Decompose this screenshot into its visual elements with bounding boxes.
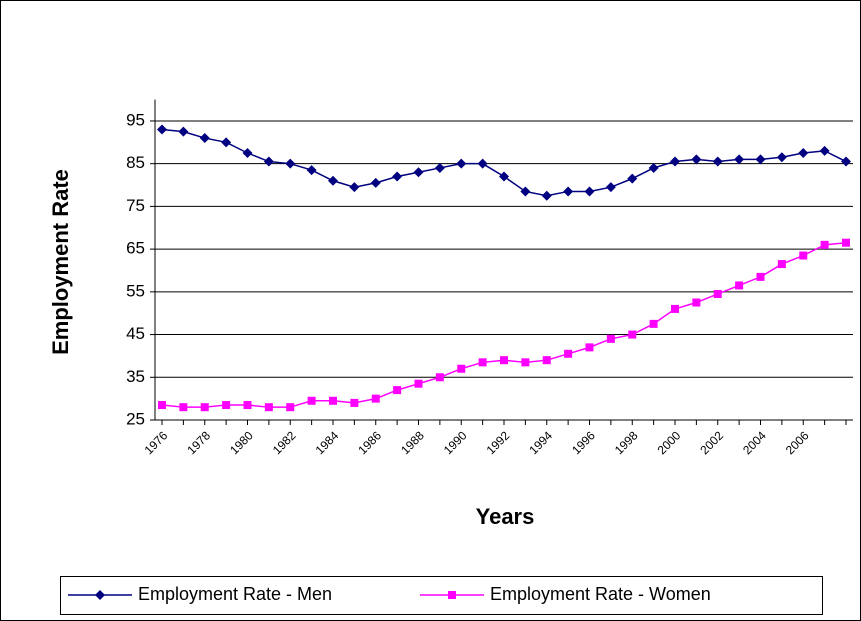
point <box>222 401 231 410</box>
point <box>457 364 466 373</box>
point <box>776 152 787 163</box>
point <box>670 156 680 167</box>
x-axis-label: Years <box>476 504 535 529</box>
point <box>329 396 337 405</box>
point <box>371 394 380 403</box>
point <box>520 186 531 197</box>
point <box>413 167 424 178</box>
point <box>286 403 295 412</box>
point <box>178 126 189 137</box>
point <box>671 304 679 313</box>
legend-label: Employment Rate - Women <box>490 584 711 604</box>
point <box>435 373 444 382</box>
point <box>648 162 659 173</box>
point <box>734 154 745 165</box>
point <box>585 343 594 352</box>
point <box>199 133 210 144</box>
point <box>477 158 488 169</box>
point <box>628 330 637 339</box>
point <box>649 319 658 328</box>
point <box>349 182 360 193</box>
y-tick-label: 75 <box>126 196 145 215</box>
point <box>563 186 574 197</box>
point <box>392 171 403 182</box>
point <box>691 154 702 165</box>
point <box>414 379 423 388</box>
legend-marker <box>448 591 456 599</box>
point <box>307 396 316 405</box>
point <box>499 171 509 182</box>
point <box>842 238 850 247</box>
y-tick-label: 65 <box>126 239 145 258</box>
point <box>819 145 830 156</box>
point <box>179 403 188 412</box>
y-tick-label: 85 <box>126 153 145 172</box>
point <box>158 401 166 410</box>
point <box>221 137 232 148</box>
point <box>841 156 851 167</box>
point <box>541 190 552 201</box>
point <box>584 186 595 197</box>
y-tick-label: 55 <box>126 281 145 300</box>
point <box>393 386 402 395</box>
legend-marker <box>95 590 105 600</box>
point <box>200 403 209 412</box>
point <box>500 356 508 365</box>
point <box>564 349 573 358</box>
point <box>243 401 252 410</box>
point <box>820 240 829 249</box>
point <box>799 251 808 260</box>
point <box>756 272 765 281</box>
legend-label: Employment Rate - Men <box>138 584 332 604</box>
point <box>242 148 253 158</box>
point <box>798 148 809 158</box>
point <box>370 177 381 188</box>
point <box>456 158 467 169</box>
point <box>264 403 273 412</box>
point <box>692 298 701 307</box>
point <box>306 165 317 176</box>
point <box>606 334 615 343</box>
y-tick-label: 35 <box>126 367 145 386</box>
point <box>605 182 616 193</box>
point <box>157 124 167 135</box>
point <box>285 158 296 169</box>
point <box>712 156 723 167</box>
point <box>350 398 359 407</box>
point <box>434 162 445 173</box>
point <box>521 358 530 367</box>
point <box>755 154 766 165</box>
point <box>627 173 638 184</box>
point <box>735 281 744 290</box>
point <box>777 260 786 269</box>
point <box>263 156 274 167</box>
y-tick-label: 95 <box>126 110 145 129</box>
y-tick-label: 25 <box>126 409 145 428</box>
y-axis-label: Employment Rate <box>48 169 73 355</box>
point <box>542 356 551 365</box>
point <box>478 358 487 367</box>
y-tick-label: 45 <box>126 324 145 343</box>
point <box>328 175 338 186</box>
point <box>713 289 722 298</box>
